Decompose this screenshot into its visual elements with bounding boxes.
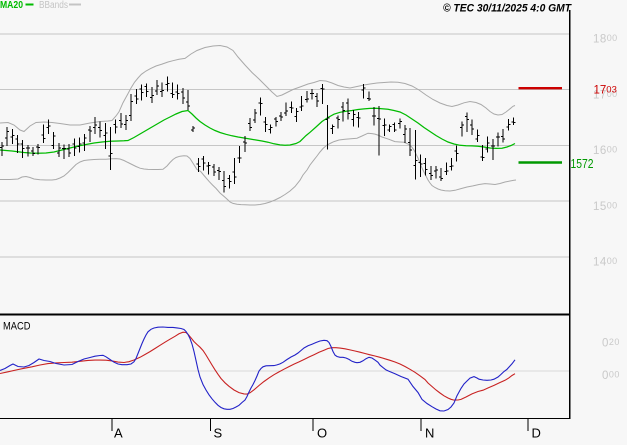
svg-text:1572: 1572 bbox=[571, 157, 594, 171]
svg-text:1600: 1600 bbox=[593, 145, 618, 158]
svg-text:BBands: BBands bbox=[39, 0, 68, 11]
svg-text:MACD: MACD bbox=[3, 321, 31, 333]
svg-text:N: N bbox=[425, 425, 434, 440]
svg-text:1400: 1400 bbox=[593, 256, 618, 269]
svg-text:1700: 1700 bbox=[593, 89, 618, 102]
svg-text:O: O bbox=[317, 425, 327, 440]
svg-text:000: 000 bbox=[602, 370, 620, 383]
svg-text:1800: 1800 bbox=[593, 33, 618, 46]
svg-text:1500: 1500 bbox=[593, 200, 618, 213]
svg-text:© TEC 30/11/2025 4:0 GMT: © TEC 30/11/2025 4:0 GMT bbox=[443, 3, 572, 15]
svg-text:020: 020 bbox=[602, 337, 620, 350]
svg-text:MA20: MA20 bbox=[0, 0, 23, 11]
svg-text:D: D bbox=[532, 425, 541, 440]
svg-text:A: A bbox=[114, 425, 123, 440]
svg-text:S: S bbox=[214, 425, 223, 440]
svg-text:1703: 1703 bbox=[594, 85, 617, 97]
